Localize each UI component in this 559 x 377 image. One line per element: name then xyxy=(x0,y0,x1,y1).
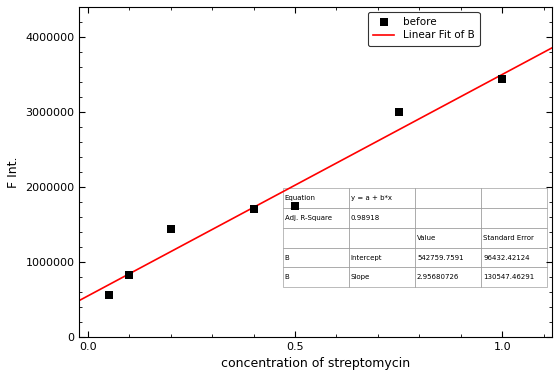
Point xyxy=(498,76,507,82)
Point xyxy=(104,292,113,298)
Point xyxy=(394,109,403,115)
Point xyxy=(125,272,134,278)
Y-axis label: F Int.: F Int. xyxy=(7,156,20,187)
Point xyxy=(166,226,175,232)
Point xyxy=(291,202,300,208)
Legend: before, Linear Fit of B: before, Linear Fit of B xyxy=(368,12,480,46)
Point xyxy=(249,206,258,212)
X-axis label: concentration of streptomycin: concentration of streptomycin xyxy=(221,357,410,370)
